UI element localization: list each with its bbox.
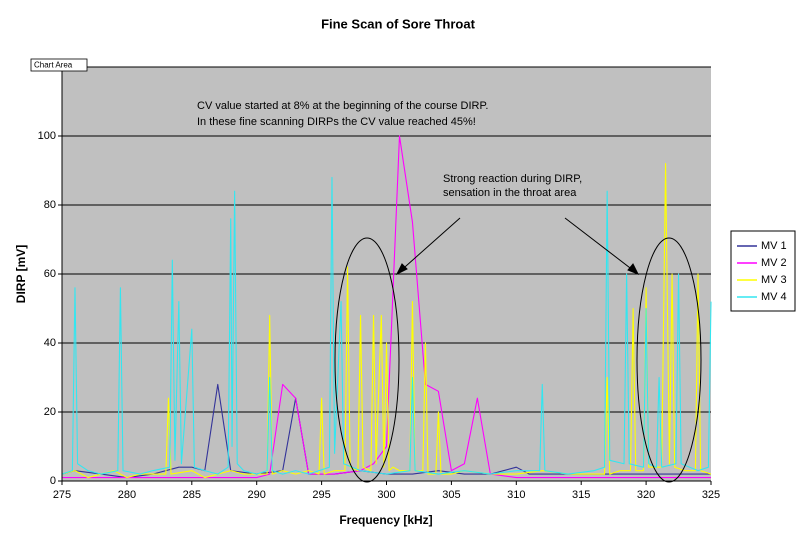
annotation: CV value started at 8% at the beginning … xyxy=(197,100,488,112)
legend-label: MV 2 xyxy=(761,257,787,269)
annotation: In these fine scanning DIRPs the CV valu… xyxy=(197,116,476,128)
x-tick-label: 310 xyxy=(507,489,525,501)
x-tick-label: 295 xyxy=(312,489,330,501)
y-tick-label: 80 xyxy=(44,199,56,211)
annotation-shapes xyxy=(334,217,702,483)
y-tick-label: 20 xyxy=(44,406,56,418)
ellipse xyxy=(636,237,702,483)
ellipse xyxy=(334,237,400,483)
legend-label: MV 4 xyxy=(761,291,787,303)
arrow xyxy=(564,217,639,275)
x-tick-label: 280 xyxy=(118,489,136,501)
arrow-head xyxy=(627,263,640,275)
y-tick-label: 100 xyxy=(38,130,56,142)
y-tick-label: 0 xyxy=(50,475,56,487)
series-line xyxy=(61,163,712,479)
x-tick-label: 300 xyxy=(377,489,395,501)
x-tick-label: 275 xyxy=(53,489,71,501)
y-tick-label: 40 xyxy=(44,337,56,349)
legend-label: MV 3 xyxy=(761,274,787,286)
annotation: sensation in the throat area xyxy=(443,187,577,199)
arrow xyxy=(396,217,461,275)
x-axis-title: Frequency [kHz] xyxy=(339,513,432,527)
annotation: Strong reaction during DIRP, xyxy=(443,173,582,185)
x-tick-label: 320 xyxy=(637,489,655,501)
tooltip-box xyxy=(30,58,88,72)
x-tick-label: 290 xyxy=(248,489,266,501)
chart-title: Fine Scan of Sore Throat xyxy=(321,16,476,31)
series-line xyxy=(61,176,712,475)
legend-label: MV 1 xyxy=(761,240,787,252)
x-tick-label: 315 xyxy=(572,489,590,501)
y-axis-title: DIRP [mV] xyxy=(14,245,28,303)
tooltip: Chart Area xyxy=(34,61,73,70)
x-tick-label: 285 xyxy=(183,489,201,501)
legend: MV 1 MV 2 MV 3 MV 4 xyxy=(737,240,787,303)
x-tick-label: 325 xyxy=(702,489,720,501)
y-tick-label: 60 xyxy=(44,268,56,280)
arrow-head xyxy=(395,263,408,276)
x-tick-label: 305 xyxy=(442,489,460,501)
axes: 0204060801001202752802852902953003053103… xyxy=(38,61,721,501)
